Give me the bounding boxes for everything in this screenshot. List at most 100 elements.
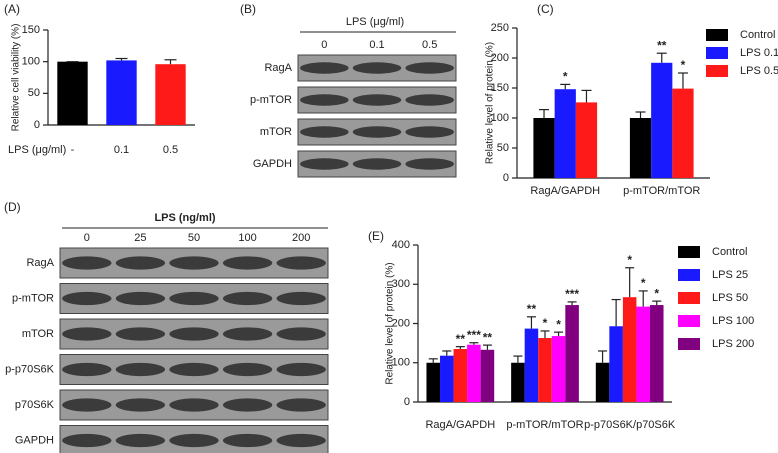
blot-band	[115, 327, 166, 341]
blot-band	[62, 256, 112, 270]
blot-band	[169, 327, 219, 341]
y-tick-label: 300	[392, 278, 410, 290]
significance-mark: *	[654, 286, 659, 300]
lane-label: 25	[134, 232, 146, 244]
x-tick-label: p-mTOR/mTOR	[506, 419, 583, 431]
y-axis-label: Relative cell viability (%)	[11, 24, 22, 132]
legend-label: LPS 0.1	[740, 47, 778, 59]
blot-band	[405, 62, 454, 74]
y-tick-label: 50	[28, 87, 40, 99]
blot-band	[405, 158, 454, 170]
row-label: RagA	[264, 62, 292, 74]
row-label: RagA	[26, 257, 54, 269]
legend-label: Control	[740, 29, 775, 41]
y-tick-label: 100	[491, 112, 509, 124]
x-axis-label: LPS (μg/ml)	[8, 144, 66, 156]
row-label: p-mTOR	[250, 94, 292, 106]
blot-band	[62, 433, 112, 448]
significance-mark: **	[527, 302, 537, 316]
blot-header: LPS (ng/ml)	[154, 212, 215, 224]
y-tick-label: 100	[22, 56, 40, 68]
y-tick-label: 0	[404, 396, 410, 408]
blot-band	[222, 433, 273, 448]
significance-mark: **	[657, 38, 667, 52]
blot-band	[115, 433, 166, 448]
lane-label: 0	[321, 39, 327, 51]
legend-swatch	[678, 338, 700, 350]
blot-band	[222, 327, 273, 341]
blot-band	[352, 62, 402, 74]
lane-label: 50	[188, 232, 200, 244]
blot-band	[300, 158, 349, 170]
legend-swatch	[678, 292, 700, 304]
bar	[480, 349, 495, 402]
legend-swatch	[706, 47, 728, 59]
blot-band	[222, 362, 273, 377]
bar	[106, 60, 137, 125]
y-tick-label: 0	[34, 119, 40, 131]
y-axis-label: Relative level of protein (%)	[485, 42, 496, 164]
blot-band	[352, 158, 402, 170]
legend-swatch	[678, 315, 700, 327]
legend-label: LPS 0.5	[740, 65, 778, 77]
legend-label: LPS 100	[712, 315, 754, 327]
significance-mark: **	[456, 332, 466, 346]
blot-band	[115, 256, 166, 270]
row-label: p70S6K	[15, 399, 55, 411]
x-tick-label: RagA/GAPDH	[425, 419, 495, 431]
significance-mark: *	[641, 276, 646, 290]
y-tick-label: 200	[392, 317, 410, 329]
bar	[467, 344, 481, 402]
row-label: p-mTOR	[12, 292, 54, 304]
bar	[565, 305, 579, 402]
blot-band	[276, 398, 326, 412]
bar	[533, 118, 555, 178]
y-tick-label: 250	[491, 22, 509, 34]
y-tick-label: 50	[497, 142, 509, 154]
blot-band	[115, 398, 166, 412]
legend-swatch	[678, 246, 700, 258]
panel-label: (A)	[4, 2, 20, 16]
row-label: p-p70S6K	[5, 363, 55, 375]
x-tick-label: -	[71, 144, 75, 156]
lane-label: 0.5	[422, 39, 437, 51]
row-label: mTOR	[260, 126, 292, 138]
bar	[554, 89, 576, 178]
x-tick-label: RagA/GAPDH	[530, 185, 600, 197]
blot-band	[62, 327, 112, 341]
legend-label: LPS 50	[712, 292, 748, 304]
blot-band	[300, 94, 349, 106]
y-tick-label: 150	[491, 82, 509, 94]
y-tick-label: 400	[392, 239, 410, 251]
legend-swatch	[678, 269, 700, 281]
y-tick-label: 100	[392, 357, 410, 369]
bar	[57, 61, 88, 125]
blot-band	[115, 362, 166, 377]
blot-band	[405, 94, 454, 106]
legend-label: Control	[712, 246, 747, 258]
bar	[595, 362, 610, 402]
legend-swatch	[706, 29, 728, 41]
blot-band	[62, 291, 112, 306]
bar	[629, 118, 652, 178]
blot-band	[276, 256, 326, 270]
blot-band	[276, 433, 326, 448]
blot-band	[115, 291, 166, 306]
blot-band	[352, 126, 402, 138]
significance-mark: *	[543, 316, 548, 330]
x-tick-label: p-mTOR/mTOR	[623, 185, 700, 197]
blot-band	[300, 126, 349, 138]
bar	[551, 336, 566, 402]
blot-band	[276, 291, 326, 306]
bar	[636, 306, 650, 402]
bar	[649, 305, 664, 402]
row-label: GAPDH	[253, 158, 292, 170]
x-tick-label: p-p70S6K/p70S6K	[584, 419, 676, 431]
bar	[672, 88, 694, 178]
bar	[622, 297, 637, 402]
panel-label: (D)	[4, 200, 21, 214]
bar	[155, 64, 186, 125]
row-label: mTOR	[22, 328, 54, 340]
panel-label: (C)	[537, 2, 554, 16]
row-label: GAPDH	[15, 434, 54, 446]
